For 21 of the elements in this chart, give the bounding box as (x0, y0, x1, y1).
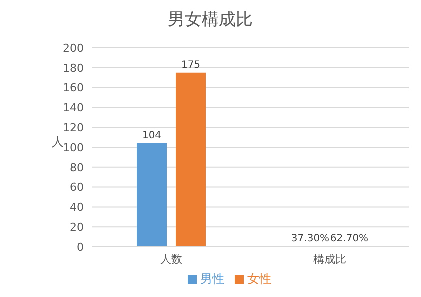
chart-title: 男女構成比 (167, 9, 254, 31)
y-tick-label: 100 (63, 141, 84, 154)
y-tick-label: 20 (70, 221, 84, 234)
y-tick-label: 200 (63, 42, 84, 55)
x-tick-label: 人数 (160, 252, 182, 266)
y-tick-label: 80 (70, 161, 84, 174)
y-tick-label: 40 (70, 201, 84, 214)
data-label: 62.70% (330, 233, 369, 244)
legend-label: 女性 (248, 272, 272, 286)
y-axis-title: 人 (52, 134, 64, 151)
legend-label: 男性 (200, 272, 224, 286)
y-tick-label: 180 (63, 62, 84, 75)
data-label: 175 (181, 60, 201, 71)
y-tick-label: 140 (63, 102, 84, 115)
y-tick-label: 60 (70, 181, 84, 194)
y-tick-label: 160 (63, 82, 84, 95)
y-tick-label: 0 (77, 240, 84, 254)
y-tick-label: 120 (63, 122, 84, 135)
data-label: 37.30% (291, 234, 330, 245)
x-tick-label: 構成比 (313, 252, 346, 266)
data-label: 104 (142, 130, 162, 142)
